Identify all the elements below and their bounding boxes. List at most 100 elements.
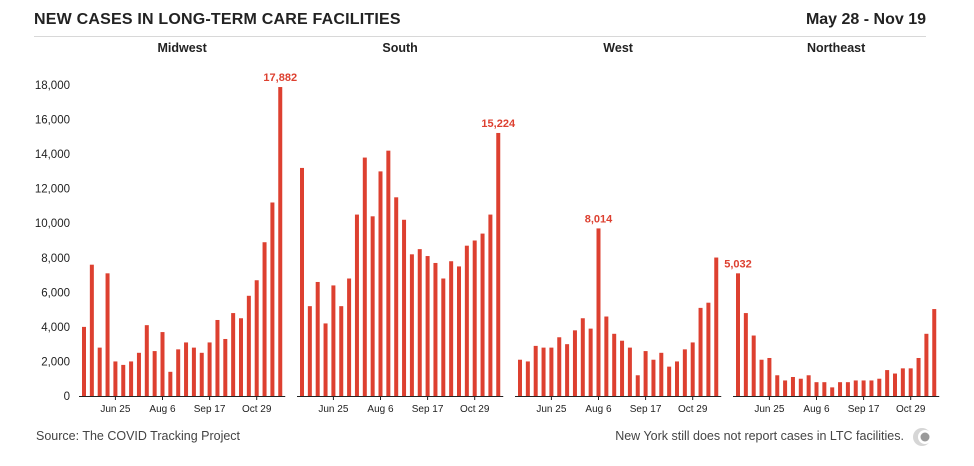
bar xyxy=(464,245,469,396)
bar xyxy=(643,351,648,396)
bar xyxy=(347,278,352,396)
bar xyxy=(814,382,819,396)
x-tick-label: Jun 25 xyxy=(536,404,566,415)
x-tick-label: Oct 29 xyxy=(460,404,490,415)
bar xyxy=(402,219,407,396)
bar xyxy=(278,87,283,396)
covid-tracking-logo-icon xyxy=(913,428,932,446)
bar xyxy=(472,240,477,396)
bar xyxy=(675,361,679,396)
y-tick-label: 8,000 xyxy=(41,253,70,265)
bar xyxy=(596,228,601,396)
bar xyxy=(908,368,913,396)
y-tick-label: 0 xyxy=(64,391,70,403)
x-tick-label: Oct 29 xyxy=(242,404,272,415)
y-tick-label: 6,000 xyxy=(41,287,70,299)
bar xyxy=(262,242,267,396)
bar xyxy=(215,319,220,396)
bar xyxy=(82,326,86,396)
bar xyxy=(354,214,359,396)
x-tick-label: Jun 25 xyxy=(318,404,348,415)
bar xyxy=(223,338,228,396)
peak-data-label: 17,882 xyxy=(263,72,297,84)
bar xyxy=(184,342,189,396)
bar xyxy=(604,316,609,396)
x-tick-label: Jun 25 xyxy=(100,404,130,415)
bar xyxy=(893,373,897,396)
y-tick-label: 18,000 xyxy=(35,80,70,92)
x-tick-label: Sep 17 xyxy=(848,404,880,415)
bar xyxy=(362,157,367,396)
bar xyxy=(635,375,640,396)
x-tick-label: Aug 6 xyxy=(367,404,394,415)
bar xyxy=(207,342,212,396)
peak-data-label: 8,014 xyxy=(585,213,613,225)
bar xyxy=(480,233,485,396)
panel-title: Northeast xyxy=(807,41,866,55)
panel-title: Midwest xyxy=(157,41,207,55)
bar xyxy=(806,375,811,396)
bar xyxy=(307,306,312,396)
bar xyxy=(736,273,740,396)
bar xyxy=(659,352,664,396)
bar xyxy=(830,387,835,396)
bar xyxy=(160,332,165,396)
bar xyxy=(861,380,866,396)
bar xyxy=(853,380,858,396)
x-tick-label: Oct 29 xyxy=(896,404,926,415)
footnote: New York still does not report cases in … xyxy=(615,429,904,443)
bar xyxy=(885,370,890,396)
bar xyxy=(822,382,827,396)
x-tick-label: Sep 17 xyxy=(194,404,226,415)
bar xyxy=(838,382,843,396)
bar xyxy=(706,302,711,396)
bar xyxy=(105,273,110,396)
bar xyxy=(441,278,446,396)
bar xyxy=(89,264,94,396)
bar xyxy=(541,347,546,396)
bar xyxy=(533,345,538,396)
source-note: Source: The COVID Tracking Project xyxy=(36,429,241,443)
bar xyxy=(932,309,937,396)
bar xyxy=(97,347,102,396)
x-tick-label: Sep 17 xyxy=(630,404,662,415)
x-tick-label: Aug 6 xyxy=(585,404,612,415)
bar xyxy=(386,150,391,396)
x-tick-label: Aug 6 xyxy=(803,404,830,415)
bar xyxy=(433,262,438,396)
bar xyxy=(690,342,695,396)
bar xyxy=(449,261,454,396)
y-tick-label: 10,000 xyxy=(35,218,70,230)
bar xyxy=(239,318,243,396)
bar xyxy=(698,307,703,396)
bar xyxy=(121,364,126,396)
bar xyxy=(246,295,251,396)
bar xyxy=(136,352,141,396)
bar xyxy=(152,351,157,396)
x-tick-label: Sep 17 xyxy=(412,404,444,415)
y-tick-label: 4,000 xyxy=(41,322,70,334)
bar xyxy=(565,344,570,396)
bar xyxy=(924,333,929,396)
bar xyxy=(767,357,772,396)
bar xyxy=(798,378,803,396)
chart-title: NEW CASES IN LONG-TERM CARE FACILITIES xyxy=(34,11,401,28)
x-tick-label: Jun 25 xyxy=(754,404,784,415)
bar xyxy=(525,361,530,396)
x-tick-label: Aug 6 xyxy=(149,404,176,415)
peak-data-label: 15,224 xyxy=(481,118,516,130)
bar xyxy=(714,257,719,396)
bar xyxy=(425,256,430,396)
bar xyxy=(323,323,328,396)
bar xyxy=(869,380,874,396)
bar xyxy=(916,357,921,396)
bar xyxy=(378,171,383,396)
panel-title: West xyxy=(603,41,633,55)
bar xyxy=(488,214,493,396)
bar xyxy=(759,359,764,396)
bar xyxy=(588,328,593,396)
header-divider xyxy=(34,36,926,37)
bar xyxy=(254,280,259,396)
bar xyxy=(176,349,181,396)
